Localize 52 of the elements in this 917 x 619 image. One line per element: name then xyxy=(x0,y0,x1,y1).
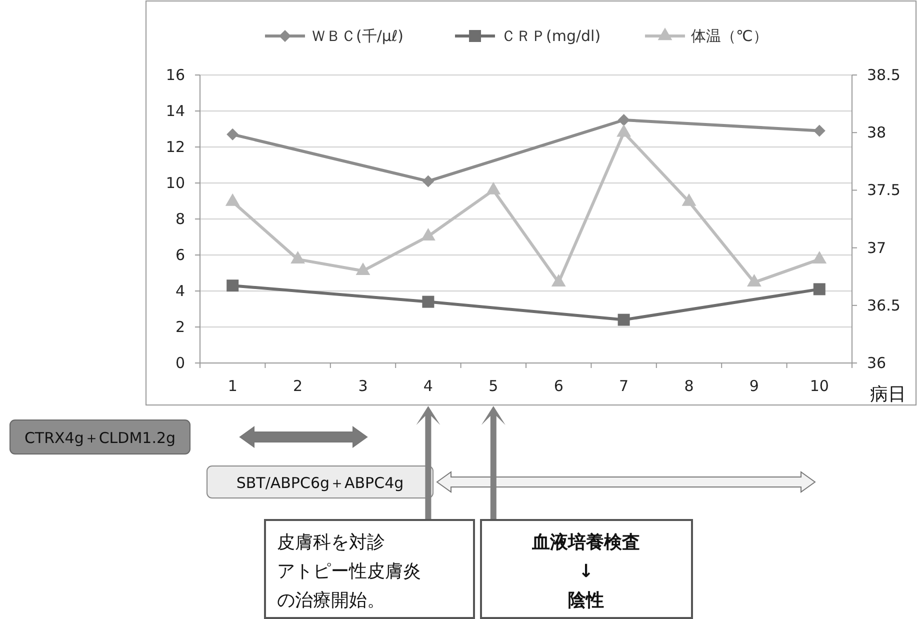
y-tick-label: 10 xyxy=(166,174,185,192)
point xyxy=(420,228,436,240)
point xyxy=(616,124,632,137)
y2-tick-label: 36 xyxy=(867,354,886,372)
y-tick-label: 4 xyxy=(175,282,185,300)
x-tick-label: 5 xyxy=(488,377,498,395)
text: 皮膚科を対診 xyxy=(277,532,385,553)
y-tick-label: 0 xyxy=(175,354,185,372)
x-tick-label: 10 xyxy=(810,377,829,395)
x-tick-label: 4 xyxy=(423,377,433,395)
x-tick-label: 6 xyxy=(554,377,564,395)
y2-tick-label: 37.5 xyxy=(867,181,900,200)
point xyxy=(812,250,827,264)
y-tick-label: 8 xyxy=(175,210,185,228)
point xyxy=(813,283,826,296)
text: アトピー性皮膚炎の治療開始。 xyxy=(277,561,421,611)
y2-tick-label: 38.5 xyxy=(867,66,900,84)
legend-label: ＣＲＰ(mg/dl) xyxy=(501,27,601,45)
y-tick-label: 6 xyxy=(175,246,185,264)
point xyxy=(290,250,306,264)
point xyxy=(226,280,239,292)
y-tick-label: 2 xyxy=(175,318,185,336)
x-tick-label: 9 xyxy=(749,377,759,395)
point xyxy=(813,124,826,137)
y-tick-label: 14 xyxy=(166,102,185,120)
point xyxy=(422,296,434,308)
legend-label: 体温（℃） xyxy=(691,27,768,45)
y2-tick-label: 36.5 xyxy=(867,296,900,314)
text: CTRX4g＋CLDM1.2g xyxy=(24,429,176,447)
x-tick-label: 8 xyxy=(684,377,694,395)
point xyxy=(356,262,370,275)
point xyxy=(225,193,240,206)
point xyxy=(551,274,566,287)
y-tick-label: 16 xyxy=(166,66,185,84)
x-tick-label: 2 xyxy=(293,377,303,395)
x-tick-label: 3 xyxy=(358,377,368,395)
text: 血液培養検査 ↓ 陰性 xyxy=(531,532,640,611)
x-tick-label: 1 xyxy=(228,377,238,395)
x-tick-label: 7 xyxy=(619,377,629,395)
text: SBT/ABPC6g＋ABPC4g xyxy=(236,474,404,492)
point xyxy=(226,128,239,140)
point xyxy=(746,274,762,287)
point xyxy=(682,193,696,206)
point xyxy=(486,182,501,194)
x-axis-title: 病日 xyxy=(870,384,906,405)
legend-label: ＷＢＣ(千/μℓ) xyxy=(311,27,404,45)
point xyxy=(618,314,630,326)
point xyxy=(618,114,630,126)
point xyxy=(422,175,434,188)
y2-tick-label: 37 xyxy=(867,238,886,257)
y-tick-label: 12 xyxy=(166,138,185,156)
y2-tick-label: 38 xyxy=(867,124,886,142)
